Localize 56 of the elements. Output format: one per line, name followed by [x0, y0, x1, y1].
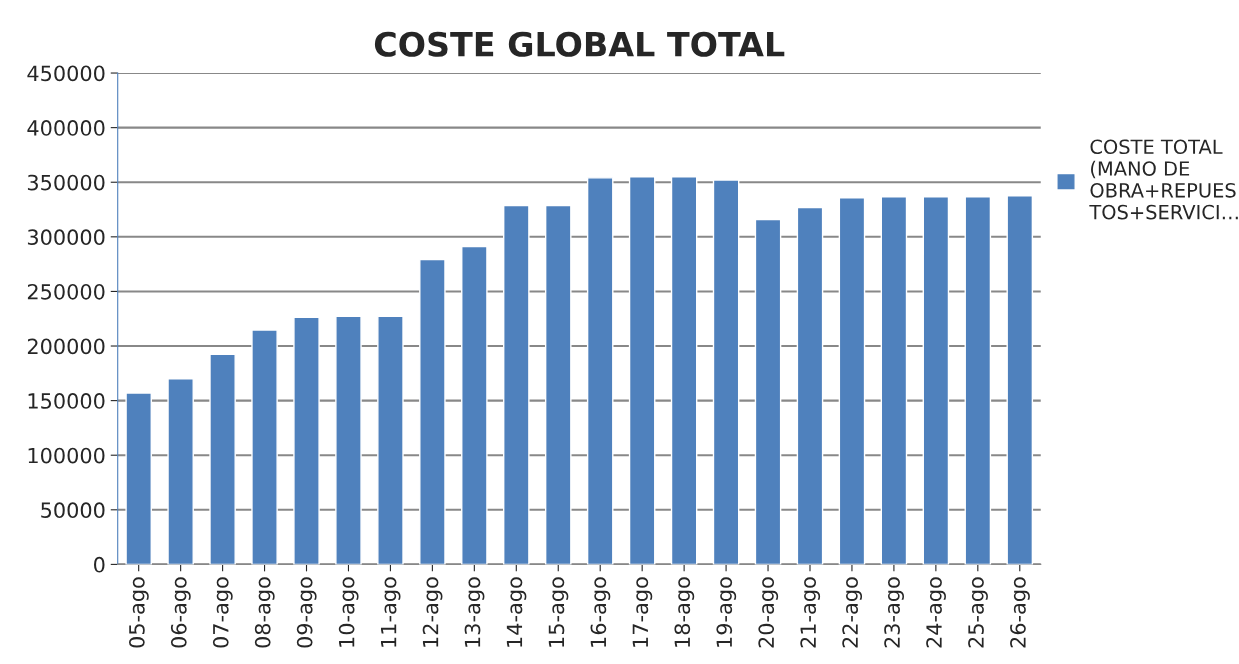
bar [209, 353, 236, 565]
y-tick-label: 100000 [28, 447, 105, 464]
bar [670, 176, 698, 565]
y-tick-label: 450000 [27, 65, 105, 82]
x-tick-label: 06-ago [170, 577, 191, 648]
bar [419, 258, 446, 565]
bar [964, 196, 992, 565]
bar [838, 197, 866, 565]
y-tick-label: 400000 [27, 120, 105, 136]
x-tick-label: 25-ago [968, 577, 988, 648]
bar [796, 206, 824, 565]
bar [503, 204, 530, 565]
x-tick-label: 15-ago [548, 577, 569, 647]
x-tick-label: 23-ago [884, 577, 904, 648]
bar [544, 204, 572, 565]
bar [922, 196, 950, 565]
bar [1006, 195, 1034, 565]
x-tick-label: 22-ago [842, 577, 863, 648]
y-tick-label: 350000 [27, 174, 105, 191]
x-tick-label: 20-ago [758, 577, 779, 648]
x-tick-label: 24-ago [926, 577, 946, 648]
x-tick-label: 05-ago [128, 577, 149, 648]
x-tick-label: 10-ago [338, 577, 359, 647]
x-tick-label: 21-ago [800, 577, 821, 648]
bar [461, 245, 488, 565]
x-tick-label: 13-ago [464, 577, 485, 647]
bar [754, 218, 782, 565]
bar [880, 196, 908, 565]
y-tick-label: 150000 [28, 393, 105, 409]
chart-title: COSTE GLOBAL TOTAL [374, 31, 785, 57]
bar [335, 315, 362, 565]
x-tick-label: 19-ago [716, 577, 737, 647]
bar [293, 316, 320, 565]
x-tick-label: 07-ago [212, 577, 233, 648]
x-tick-label: 14-ago [506, 577, 527, 647]
x-tick-label: 12-ago [422, 577, 443, 647]
x-tick-label: 17-ago [632, 577, 653, 647]
bar [712, 179, 740, 565]
x-tick-label: 18-ago [674, 577, 695, 647]
y-tick-label: 250000 [27, 283, 105, 300]
y-tick-label: 300000 [27, 229, 105, 246]
legend-label: COSTE TOTAL (MANO DE OBRA+REPUES TOS+SERVICI… [1089, 139, 1238, 220]
bar [377, 315, 404, 565]
x-tick-label: 11-ago [380, 577, 401, 647]
y-tick-label: 0 [94, 556, 105, 573]
bar [251, 329, 278, 565]
x-tick-label: 26-ago [1010, 577, 1030, 648]
bar [125, 392, 152, 565]
y-tick-label: 200000 [27, 338, 105, 355]
x-tick-label: 16-ago [590, 577, 611, 647]
x-tick-label: 08-ago [254, 577, 275, 648]
y-tick-label: 50000 [41, 502, 105, 519]
x-tick-label: 09-ago [296, 577, 317, 648]
bar [167, 378, 194, 565]
bar [628, 176, 656, 565]
bar [586, 177, 614, 565]
